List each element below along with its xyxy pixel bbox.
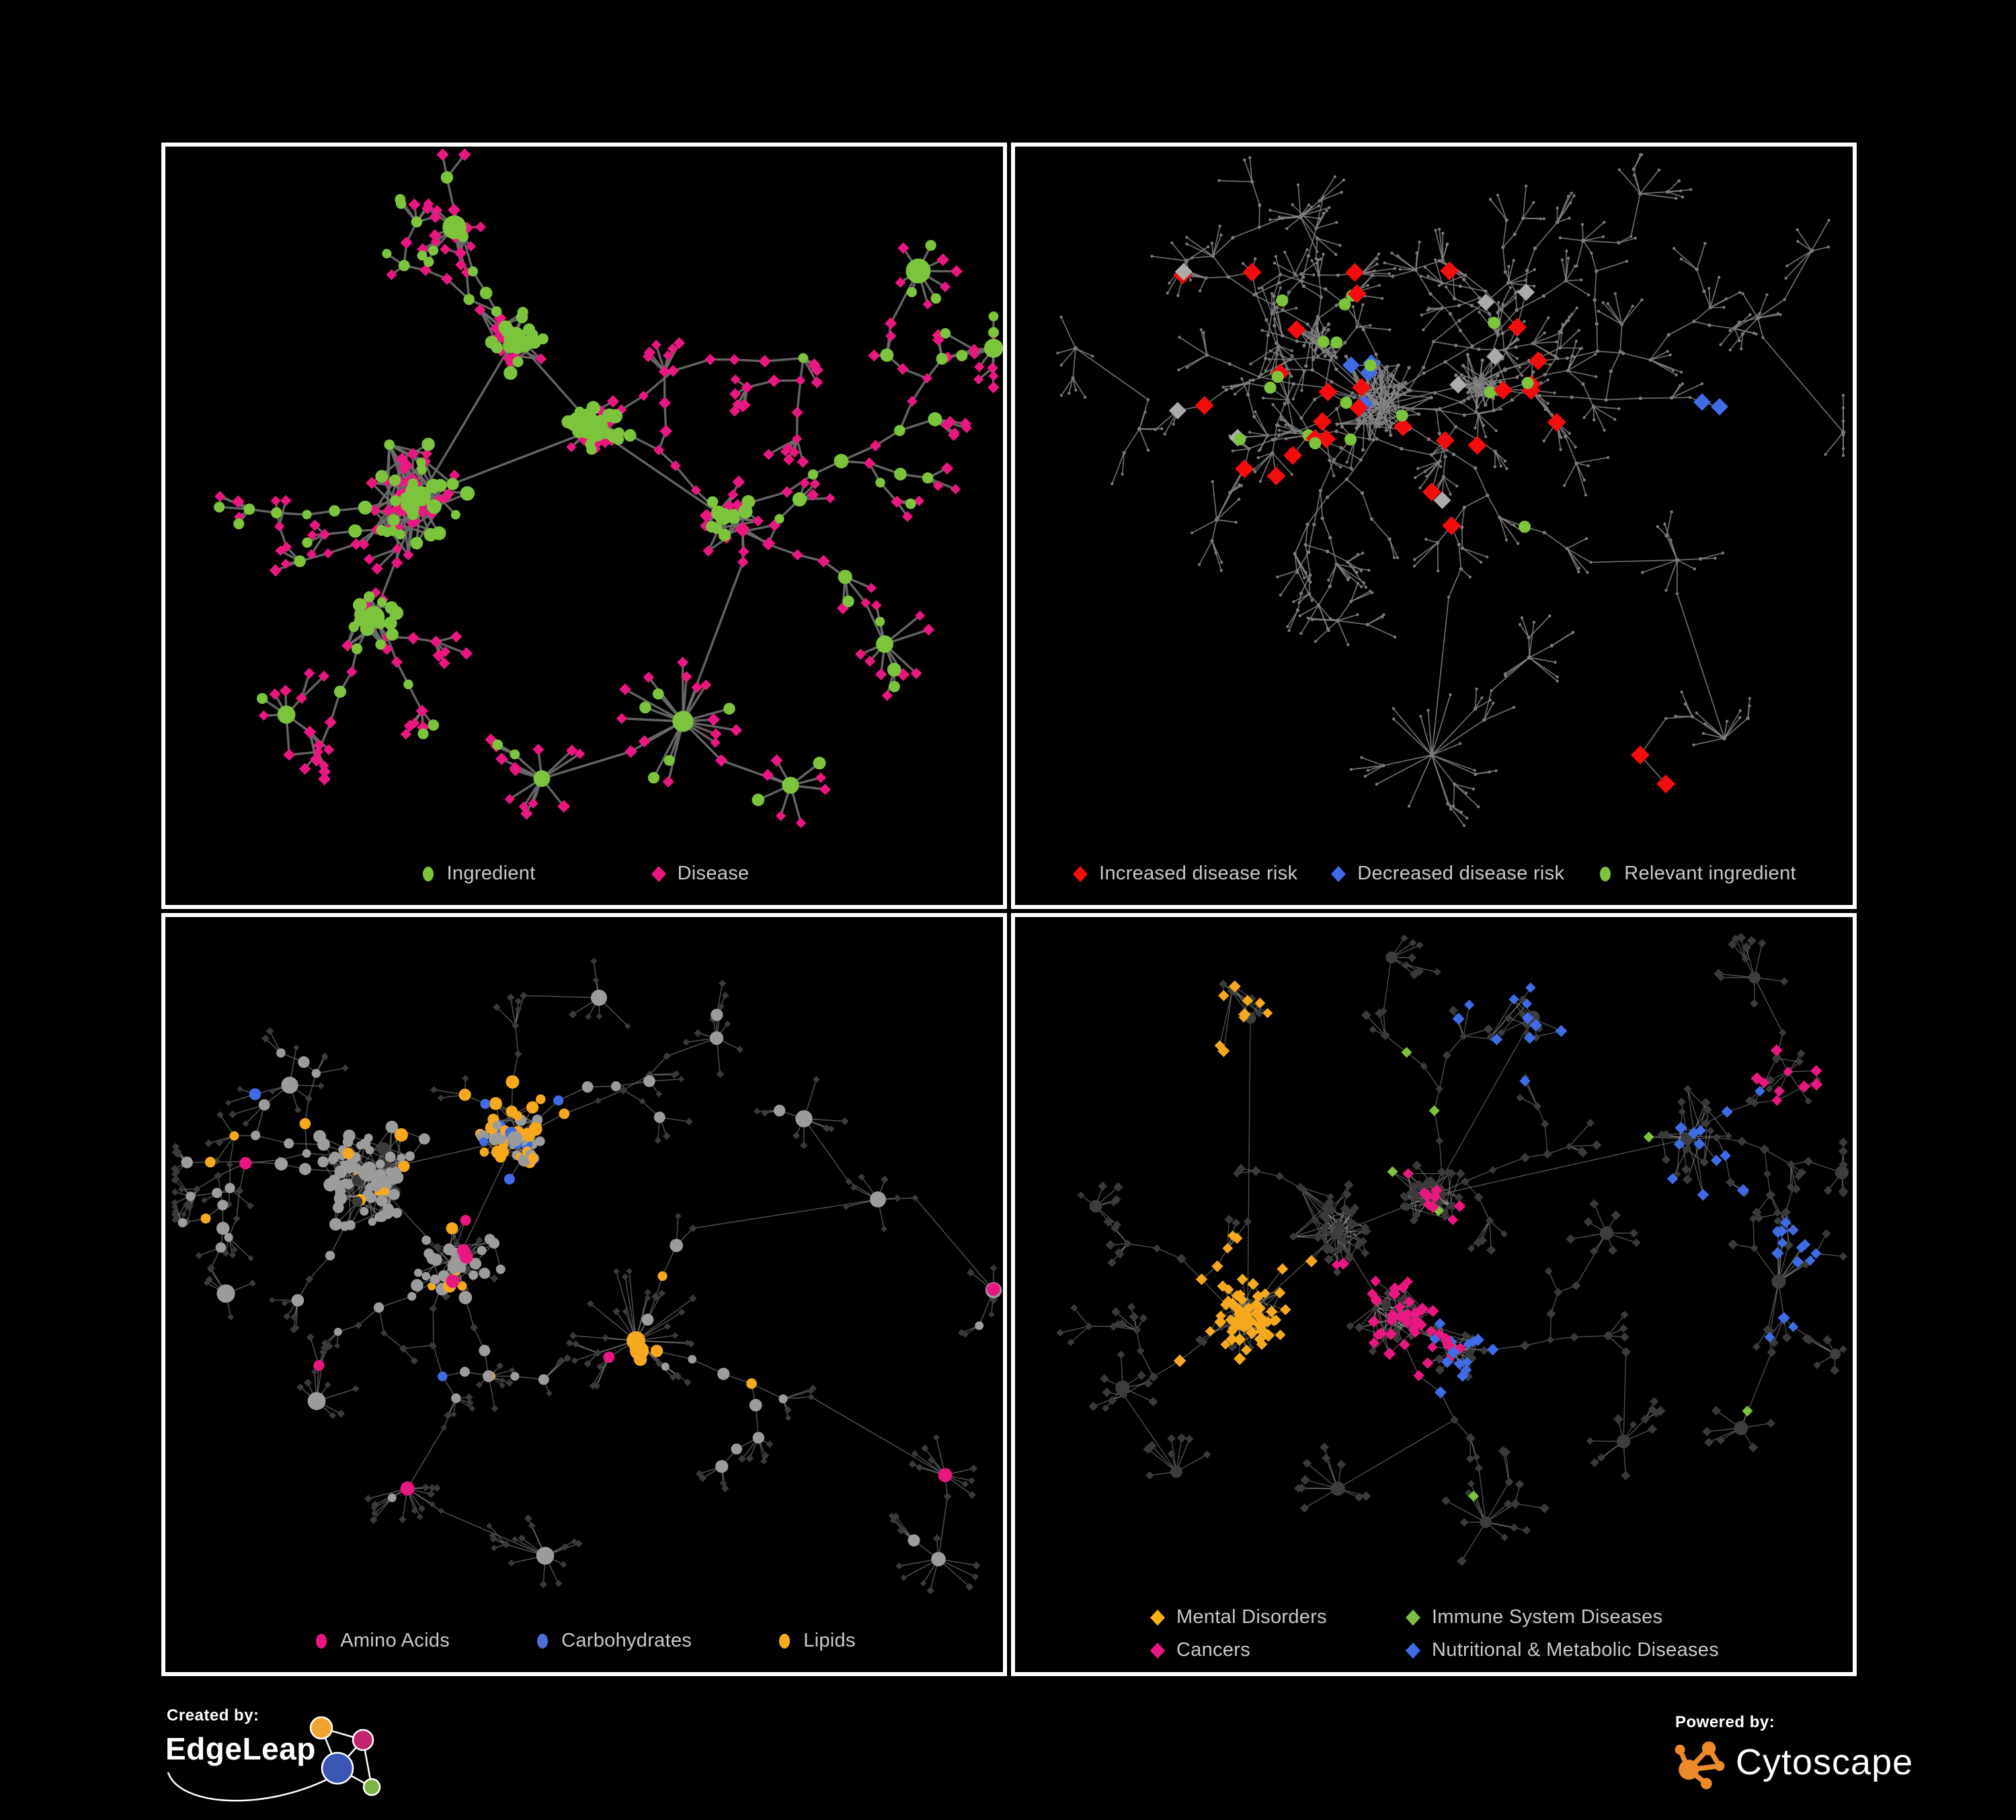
legend-item-carbohydrates: Carbohydrates bbox=[534, 1630, 692, 1652]
legend-label: Cancers bbox=[1176, 1639, 1251, 1661]
legend-item-lipids: Lipids bbox=[776, 1630, 856, 1652]
immune-system-diseases-marker-icon bbox=[1405, 1609, 1420, 1626]
mental-disorders-marker-icon bbox=[1150, 1609, 1165, 1626]
cancers-marker-icon bbox=[1150, 1642, 1165, 1659]
legend-item-nutritional-metabolic-diseases: Nutritional & Metabolic Diseases bbox=[1404, 1639, 1719, 1661]
increased-disease-risk-marker-icon bbox=[1073, 865, 1088, 882]
legend-item-mental-disorders: Mental Disorders bbox=[1149, 1606, 1327, 1628]
decreased-disease-risk-marker-icon bbox=[1331, 865, 1346, 882]
legend-disease-risk: Increased disease risk Decreased disease … bbox=[1015, 863, 1853, 885]
legend-ingredient-categories: Amino Acids Carbohydrates Lipids bbox=[165, 1630, 1003, 1652]
legend-label: Relevant ingredient bbox=[1624, 863, 1796, 884]
edgeleap-logo-text: EdgeLeap bbox=[165, 1731, 316, 1766]
legend-label: Ingredient bbox=[446, 863, 536, 884]
legend-item-decreased-disease-risk: Decreased disease risk bbox=[1330, 863, 1564, 885]
cytoscape-logo-icon bbox=[1675, 1741, 1725, 1790]
ingredient-disease-network-graph bbox=[214, 148, 1003, 828]
legend-item-immune-system-diseases: Immune System Diseases bbox=[1404, 1606, 1719, 1628]
legend-label: Mental Disorders bbox=[1176, 1606, 1327, 1628]
ingredient-categories-network-graph bbox=[171, 957, 1002, 1595]
legend-label: Increased disease risk bbox=[1099, 863, 1298, 884]
legend-label: Decreased disease risk bbox=[1357, 863, 1565, 884]
relevant-ingredient-marker-icon bbox=[1600, 866, 1611, 881]
disease-risk-network-graph bbox=[1056, 153, 1846, 828]
ingredient-marker-icon bbox=[422, 866, 434, 881]
lipids-marker-icon bbox=[779, 1633, 791, 1649]
amino-acids-marker-icon bbox=[316, 1633, 327, 1649]
legend-label: Disease bbox=[677, 863, 750, 884]
legend-item-increased-disease-risk: Increased disease risk bbox=[1072, 863, 1297, 885]
legend-item-cancers: Cancers bbox=[1149, 1639, 1327, 1661]
panel-disease-categories: Mental Disorders Immune System Diseases Ca… bbox=[1011, 913, 1857, 1676]
legend-ingredient-disease: Ingredient Disease bbox=[165, 863, 1003, 885]
legend-label: Amino Acids bbox=[340, 1630, 450, 1651]
cytoscape-credit-block: Powered by: Cytoscape bbox=[1671, 1713, 1980, 1791]
legend-disease-categories: Mental Disorders Immune System Diseases Ca… bbox=[1015, 1606, 1853, 1661]
panel-disease-risk: Increased disease risk Decreased disease … bbox=[1011, 143, 1857, 909]
edgeleap-credit-block: Created by: EdgeLeap bbox=[161, 1706, 484, 1820]
disease-categories-network-graph bbox=[1056, 933, 1849, 1567]
legend-item-amino-acids: Amino Acids bbox=[313, 1630, 450, 1652]
legend-item-relevant-ingredient: Relevant ingredient bbox=[1597, 863, 1796, 885]
disease-marker-icon bbox=[651, 865, 666, 882]
legend-label: Carbohydrates bbox=[561, 1630, 692, 1651]
panel-ingredient-disease: Ingredient Disease bbox=[161, 143, 1007, 909]
legend-label: Lipids bbox=[803, 1630, 856, 1651]
panel-ingredient-categories: Amino Acids Carbohydrates Lipids bbox=[161, 913, 1007, 1676]
powered-by-label: Powered by: bbox=[1675, 1713, 1775, 1731]
created-by-label: Created by: bbox=[167, 1706, 259, 1725]
legend-item-ingredient: Ingredient bbox=[419, 863, 536, 885]
legend-item-disease: Disease bbox=[650, 863, 750, 885]
carbohydrates-marker-icon bbox=[537, 1633, 549, 1649]
nutritional-metabolic-diseases-marker-icon bbox=[1405, 1642, 1420, 1659]
cytoscape-logo-text: Cytoscape bbox=[1736, 1742, 1914, 1782]
legend-label: Immune System Diseases bbox=[1431, 1606, 1663, 1628]
legend-label: Nutritional & Metabolic Diseases bbox=[1431, 1639, 1720, 1661]
